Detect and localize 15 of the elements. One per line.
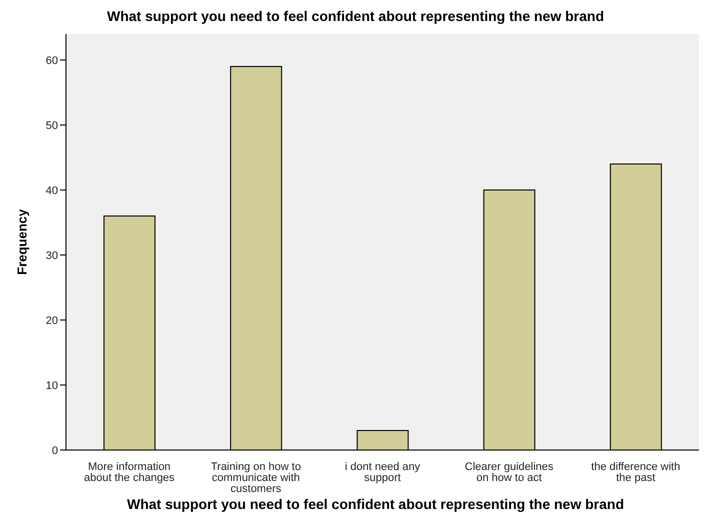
- y-tick-label: 0: [52, 444, 58, 457]
- x-tick-label: Training on how to communicate with customers: [210, 461, 301, 495]
- y-tick-label: 60: [46, 54, 58, 67]
- x-tick-label: More information about the changes: [84, 461, 176, 484]
- y-axis-title: Frequency: [14, 208, 30, 275]
- x-tick-label: i dont need any support: [344, 461, 421, 484]
- chart-title: What support you need to feel confident about representing the new brand: [106, 8, 606, 26]
- y-tick-label: 30: [46, 250, 58, 262]
- x-tick-label: Clearer guidelines on how to act: [464, 461, 554, 484]
- y-tick-label: 40: [46, 184, 58, 197]
- x-tick-label: the difference with the past: [591, 461, 680, 484]
- x-axis-title: What support you need to feel confident about representing the new brand: [126, 496, 626, 512]
- y-tick-label: 50: [46, 120, 58, 132]
- y-tick-label: 10: [46, 380, 58, 392]
- y-tick-label: 20: [46, 314, 58, 327]
